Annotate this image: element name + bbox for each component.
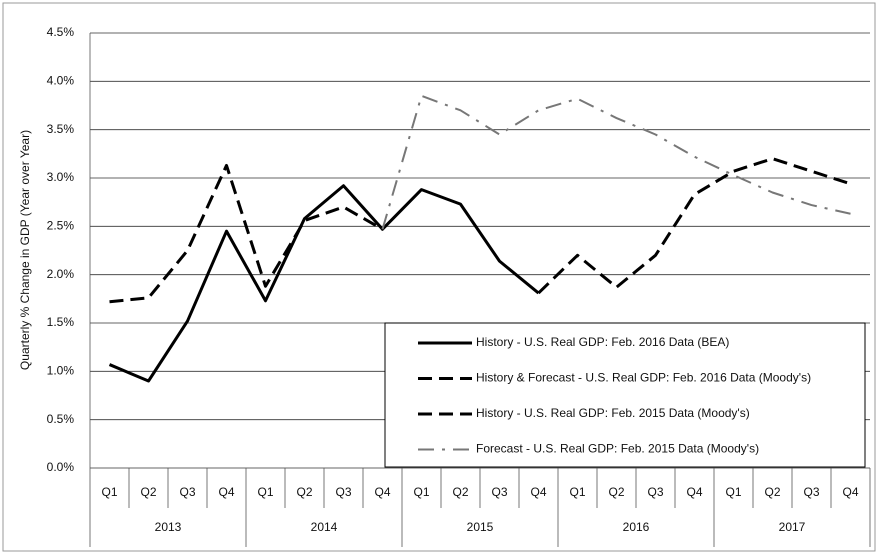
x-tick-label: Q4 <box>686 485 702 499</box>
x-tick-label: Q3 <box>335 485 351 499</box>
x-tick-label: Q2 <box>608 485 624 499</box>
y-tick-label: 3.5% <box>47 122 75 136</box>
y-tick-label: 1.5% <box>47 315 75 329</box>
year-label: 2016 <box>623 520 650 534</box>
x-tick-label: Q4 <box>374 485 390 499</box>
y-tick-label: 0.0% <box>47 460 75 474</box>
x-tick-label: Q2 <box>452 485 468 499</box>
series-line <box>109 163 384 304</box>
x-tick-label: Q2 <box>140 485 156 499</box>
y-tick-label: 1.0% <box>47 364 75 378</box>
x-tick-label: Q2 <box>296 485 312 499</box>
x-tick-label: Q1 <box>257 485 273 499</box>
x-tick-label: Q1 <box>101 485 117 499</box>
legend-label: History & Forecast - U.S. Real GDP: Feb.… <box>476 371 811 385</box>
legend-label: History - U.S. Real GDP: Feb. 2016 Data … <box>476 335 729 349</box>
year-label: 2017 <box>779 520 806 534</box>
x-tick-label: Q4 <box>218 485 234 499</box>
y-axis-label: Quarterly % Change in GDP (Year over Yea… <box>18 130 32 370</box>
x-tick-label: Q1 <box>725 485 741 499</box>
x-tick-label: Q3 <box>491 485 507 499</box>
year-label: 2013 <box>155 520 182 534</box>
series-line <box>381 94 851 230</box>
x-tick-label: Q4 <box>842 485 858 499</box>
x-tick-label: Q2 <box>764 485 780 499</box>
y-tick-label: 4.0% <box>47 74 75 88</box>
x-tick-label: Q3 <box>803 485 819 499</box>
year-label: 2014 <box>311 520 338 534</box>
legend-box <box>384 322 866 468</box>
y-tick-label: 3.0% <box>47 170 75 184</box>
x-tick-label: Q1 <box>569 485 585 499</box>
x-tick-label: Q1 <box>413 485 429 499</box>
year-label: 2015 <box>467 520 494 534</box>
y-tick-label: 2.5% <box>47 219 75 233</box>
series-line <box>108 184 540 383</box>
series-line <box>537 157 851 295</box>
y-tick-label: 0.5% <box>47 412 75 426</box>
y-tick-label: 2.0% <box>47 267 75 281</box>
legend-label: History - U.S. Real GDP: Feb. 2015 Data … <box>476 406 750 420</box>
x-tick-label: Q3 <box>179 485 195 499</box>
legend-label: Forecast - U.S. Real GDP: Feb. 2015 Data… <box>476 442 759 456</box>
x-tick-label: Q4 <box>530 485 546 499</box>
y-tick-label: 4.5% <box>47 25 75 39</box>
x-tick-label: Q3 <box>647 485 663 499</box>
